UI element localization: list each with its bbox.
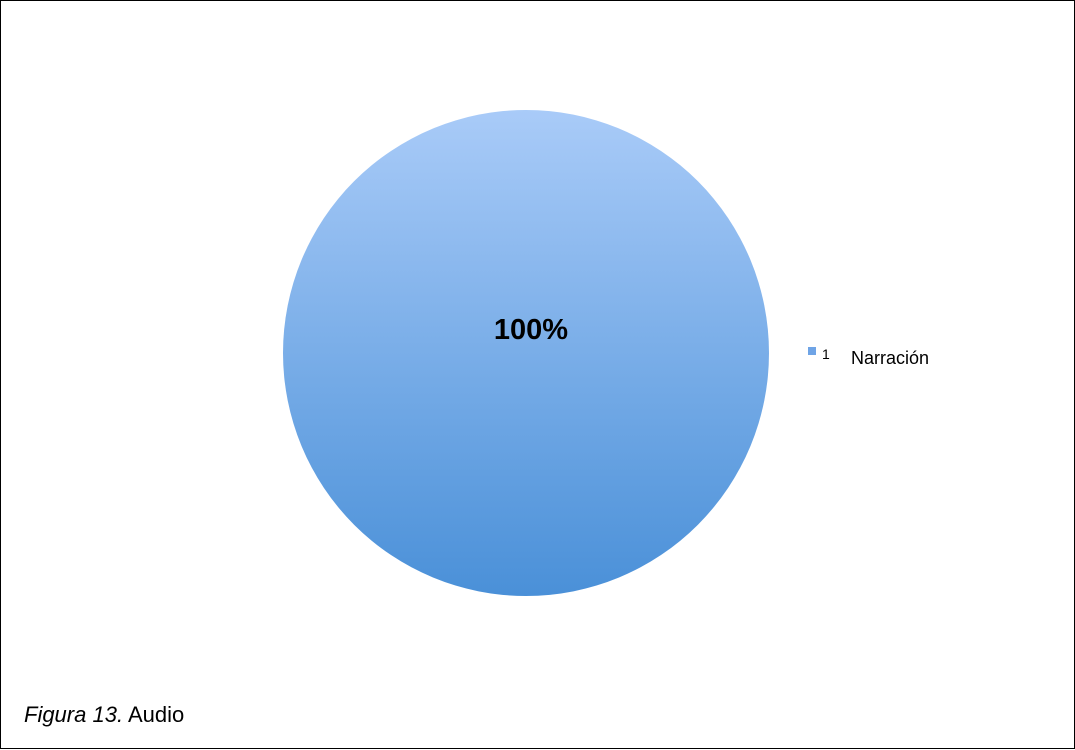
figure-caption: Figura 13. Audio: [24, 702, 184, 728]
data-label-narracion: 100%: [494, 314, 568, 346]
legend: 1 Narración: [808, 346, 929, 368]
legend-index: 1: [822, 346, 830, 362]
caption-text: Audio: [123, 702, 185, 727]
legend-swatch-narracion: [808, 347, 816, 355]
caption-prefix: Figura 13.: [24, 702, 124, 727]
pie-slices: [283, 110, 769, 596]
pie-slice-narracion: [283, 110, 769, 596]
legend-label-narracion: Narración: [851, 348, 929, 368]
